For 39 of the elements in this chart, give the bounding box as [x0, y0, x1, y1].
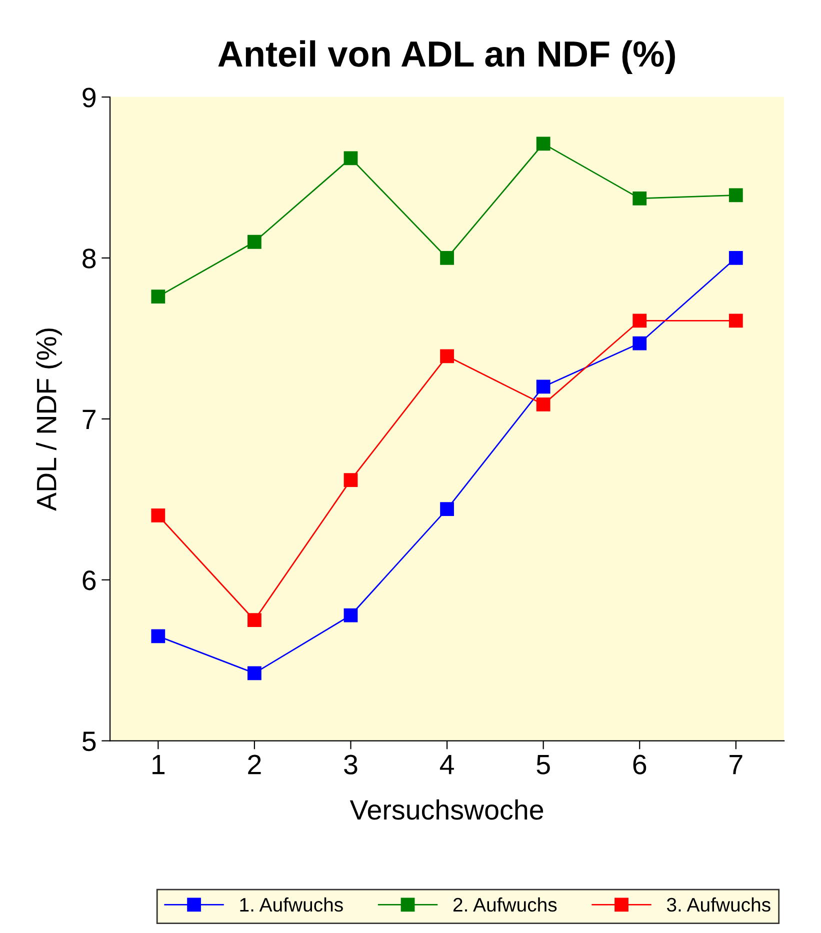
x-tick-label: 2	[248, 754, 261, 774]
point	[728, 251, 743, 265]
chart-title: Anteil von ADL an NDF (%)	[218, 40, 675, 74]
point	[248, 666, 262, 680]
point	[536, 136, 550, 151]
point	[536, 380, 550, 394]
x-tick-label: 6	[633, 754, 646, 774]
y-tick-label: 7	[82, 410, 96, 429]
y-axis-title: ADL / NDF (%)	[36, 328, 62, 511]
point	[440, 502, 454, 516]
point	[248, 613, 262, 628]
y-tick-label: 5	[82, 732, 96, 752]
point	[248, 234, 262, 249]
x-tick-label: 7	[730, 755, 742, 774]
point	[151, 290, 166, 304]
point	[344, 608, 358, 622]
point	[632, 191, 647, 206]
point	[151, 508, 166, 522]
y-tick-label: 8	[82, 248, 96, 268]
legend-label: 3. Aufwuchs	[666, 897, 770, 912]
point	[440, 251, 454, 265]
point	[728, 314, 743, 328]
x-tick-label: 5	[536, 755, 550, 774]
legend-label: 1. Aufwuchs	[240, 897, 343, 912]
x-tick-label: 1	[152, 755, 165, 774]
point	[344, 151, 358, 166]
point	[632, 314, 647, 328]
x-tick-label: 4	[440, 755, 454, 774]
y-tick-label: 9	[82, 88, 96, 108]
point	[440, 349, 454, 364]
point	[536, 397, 550, 412]
x-tick-label: 3	[344, 754, 358, 774]
legend-label: 2. Aufwuchs	[453, 897, 557, 912]
y-tick-label: 6	[82, 570, 96, 590]
point	[632, 336, 647, 350]
point	[728, 188, 743, 202]
x-axis-title: Versuchswoche	[350, 799, 544, 820]
point	[151, 629, 166, 644]
point	[344, 473, 358, 488]
